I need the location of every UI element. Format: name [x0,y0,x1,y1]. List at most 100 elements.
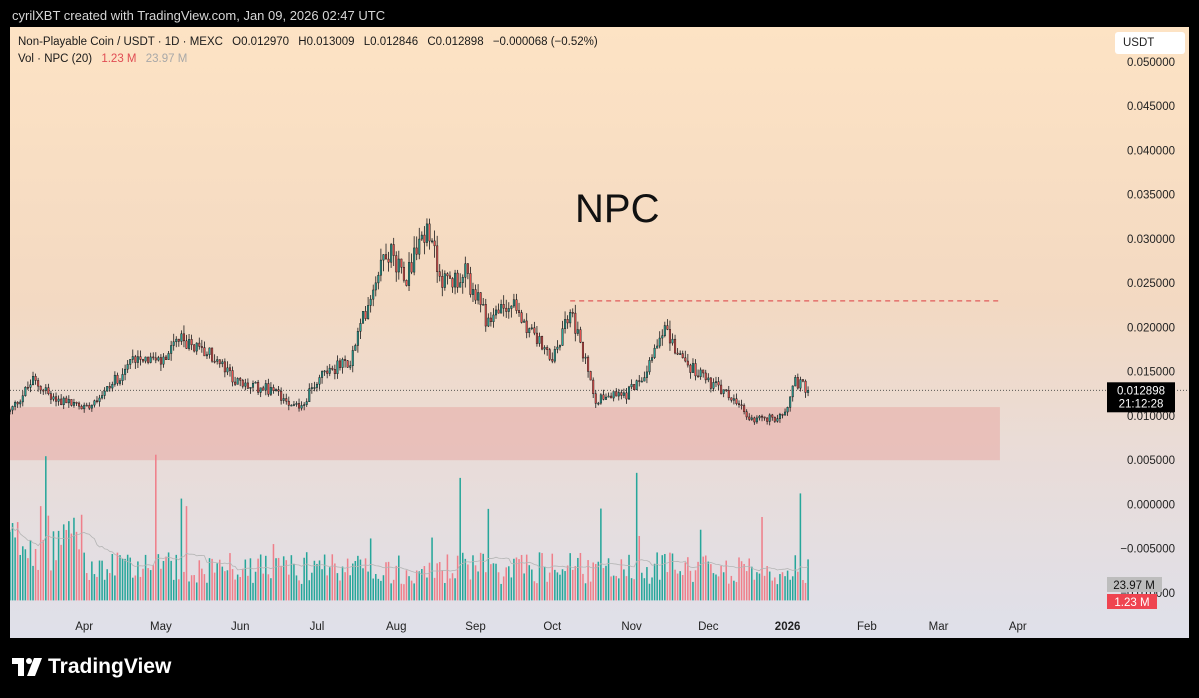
volume-bar [93,574,96,601]
chart-canvas[interactable]: 0.050000 0.045000 0.040000 0.035000 0.030000… [10,27,1189,638]
candle-body [126,364,129,370]
volume-bar [648,583,651,601]
volume-bar [390,583,392,601]
volume-bar [108,573,111,601]
candles[interactable] [10,218,810,426]
volume-bar [183,571,185,601]
volume-bar [449,578,451,601]
y-tick-label: 0.035000 [1127,190,1175,202]
volume-bar [446,554,449,601]
candle-body [60,398,63,406]
candle-body [569,312,572,324]
candle-body [712,382,715,389]
volume-bar [579,552,582,601]
candle-body [518,310,521,313]
candle-body [93,400,96,406]
volume-bar [571,569,574,601]
volume-bar [508,566,510,601]
candle-body [382,254,385,261]
candle-body [344,359,347,361]
volume-bar [538,552,541,601]
volume-bar [387,561,390,601]
candle-body [326,370,329,374]
volume-bar [469,579,472,601]
chart-panel[interactable]: 0.050000 0.045000 0.040000 0.035000 0.030000… [10,27,1189,638]
volume-bar [344,572,346,601]
volume-header: Vol · NPC (20) 1.23 M 23.97 M [18,53,193,65]
candle-body [633,384,636,391]
volume-bar [285,560,288,601]
candle-body [44,387,47,391]
volume-bar [784,576,786,601]
candle-body [124,368,127,375]
candle-body [144,356,147,362]
candle-body [420,234,423,240]
candle-body [564,319,567,329]
volume-bar [318,560,321,601]
volume-bar [664,553,666,601]
volume-bar [85,573,88,601]
tradingview-wordmark: TradingView [48,655,172,678]
candle-body [131,356,134,360]
candle-body [732,398,735,401]
y-tick-label: 0.020000 [1127,322,1175,334]
volume-bar [111,554,114,601]
volume-bar [804,582,807,601]
volume-bar [300,583,303,601]
volume-label[interactable]: Vol · NPC (20) [18,53,93,65]
candle-body [37,380,40,387]
volume-bar [339,580,341,601]
candle-body [259,387,262,393]
volume-bar [229,553,231,601]
candle-body [722,389,725,394]
volume-bar [597,561,600,601]
tradingview-logo[interactable]: TradingView [12,655,171,679]
y-tick-label: 0.000000 [1127,499,1175,511]
volume-bar [408,576,410,601]
candle-body [292,404,295,406]
candle-body [101,395,104,399]
x-tick-label: Apr [1009,621,1027,633]
currency-button[interactable]: USDT [1115,32,1185,54]
candle-body [321,371,324,378]
symbol-title[interactable]: Non-Playable Coin / USDT · 1D · MEXC [18,36,223,48]
candle-body [223,361,226,373]
candle-body [515,299,518,311]
candle-body [512,299,515,307]
candle-body [497,309,500,314]
candle-body [431,240,434,243]
volume-bar [684,562,687,601]
volume-bars[interactable] [10,454,809,601]
candle-body [55,396,58,402]
candle-body [456,272,459,288]
candle-body [170,345,173,354]
candle-body [651,357,654,361]
candle-body [374,282,377,291]
volume-bar [472,555,474,601]
volume-bar [39,506,42,601]
volume-bar [513,558,515,601]
volume-bar [651,577,653,601]
candle-body [443,273,446,288]
candle-body [492,314,495,322]
candle-body [556,346,559,350]
candle-body [193,344,196,352]
candle-body [300,405,303,409]
candle-body [354,345,357,351]
candle-body [310,387,313,389]
support-zone[interactable] [10,407,1000,461]
volume-bar [42,539,45,601]
volume-bar [791,576,794,601]
volume-bar [451,573,454,601]
volume-bar [692,581,694,601]
candle-body [182,333,185,342]
candle-body [390,244,393,263]
candle-body [625,392,628,400]
candle-body [796,377,799,389]
volume-bar [758,573,761,601]
candle-body [720,384,723,394]
candle-body [761,415,764,418]
candle-body [640,380,643,383]
volume-bar [774,577,776,601]
volume-bar [415,570,418,601]
